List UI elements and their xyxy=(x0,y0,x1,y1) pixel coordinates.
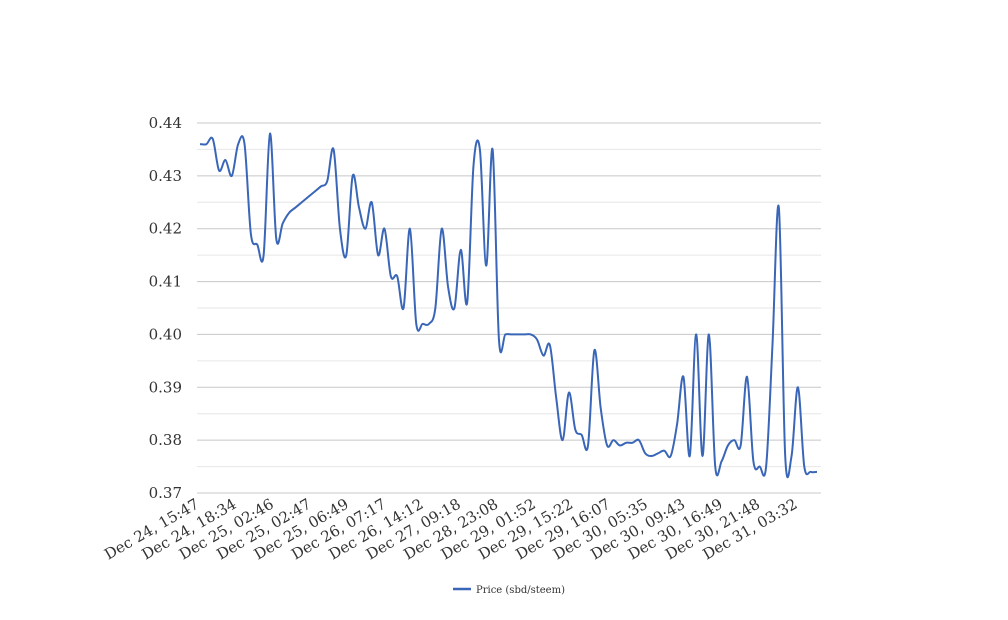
y-tick-label: 0.43 xyxy=(149,167,182,185)
grid-lines xyxy=(197,122,821,494)
y-tick-label: 0.39 xyxy=(149,378,182,396)
series-layer xyxy=(199,132,818,479)
y-tick-label: 0.40 xyxy=(149,325,182,343)
series-line xyxy=(199,132,818,479)
y-tick-label: 0.44 xyxy=(149,114,182,132)
y-tick-label: 0.41 xyxy=(149,273,182,291)
y-axis-labels: 0.37 0.38 0.39 0.40 0.41 0.42 0.43 0.44 xyxy=(149,114,182,502)
y-tick-label: 0.38 xyxy=(149,431,182,449)
legend-label: Price (sbd/steem) xyxy=(476,585,565,596)
legend: Price (sbd/steem) xyxy=(453,585,565,596)
y-tick-label: 0.37 xyxy=(149,484,182,502)
y-tick-label: 0.42 xyxy=(149,220,182,238)
